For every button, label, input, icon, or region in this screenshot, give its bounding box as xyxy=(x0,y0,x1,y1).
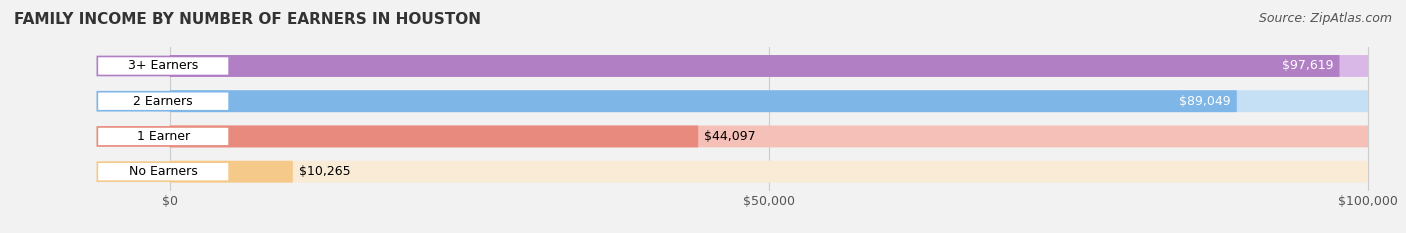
FancyBboxPatch shape xyxy=(97,162,229,181)
FancyBboxPatch shape xyxy=(170,55,1340,77)
Text: $10,265: $10,265 xyxy=(299,165,350,178)
FancyBboxPatch shape xyxy=(97,127,229,146)
Text: 1 Earner: 1 Earner xyxy=(136,130,190,143)
Text: 2 Earners: 2 Earners xyxy=(134,95,193,108)
FancyBboxPatch shape xyxy=(170,90,1368,112)
FancyBboxPatch shape xyxy=(97,92,229,111)
FancyBboxPatch shape xyxy=(170,126,1368,147)
Text: Source: ZipAtlas.com: Source: ZipAtlas.com xyxy=(1258,12,1392,25)
Text: No Earners: No Earners xyxy=(129,165,198,178)
Text: $89,049: $89,049 xyxy=(1180,95,1230,108)
Text: 3+ Earners: 3+ Earners xyxy=(128,59,198,72)
FancyBboxPatch shape xyxy=(170,161,292,183)
FancyBboxPatch shape xyxy=(170,90,1237,112)
Text: $97,619: $97,619 xyxy=(1282,59,1333,72)
Text: FAMILY INCOME BY NUMBER OF EARNERS IN HOUSTON: FAMILY INCOME BY NUMBER OF EARNERS IN HO… xyxy=(14,12,481,27)
FancyBboxPatch shape xyxy=(170,126,699,147)
FancyBboxPatch shape xyxy=(170,161,1368,183)
Text: $44,097: $44,097 xyxy=(704,130,756,143)
FancyBboxPatch shape xyxy=(97,56,229,75)
FancyBboxPatch shape xyxy=(170,55,1368,77)
